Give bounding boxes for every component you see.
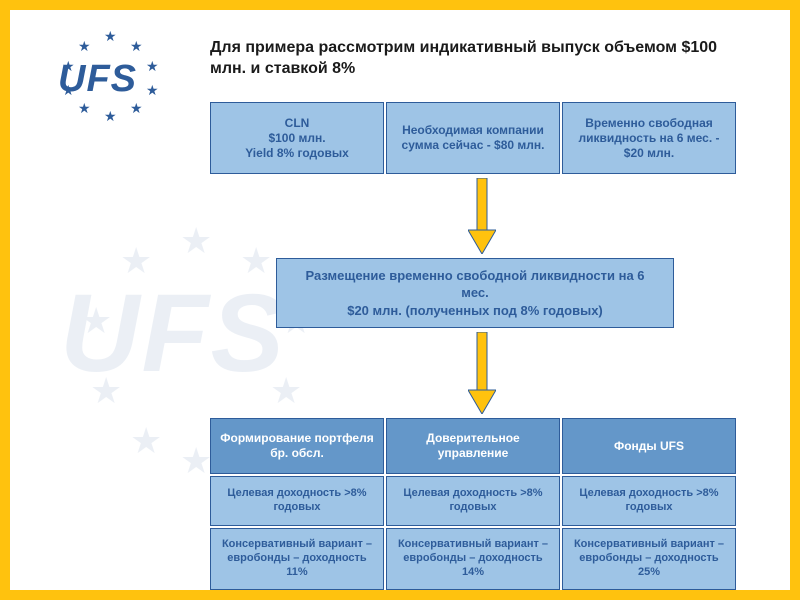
box-funds: Фонды UFS <box>562 418 736 474</box>
box-placement: Размещение временно свободной ликвидност… <box>276 258 674 328</box>
box-yield-2: Целевая доходность >8% годовых <box>386 476 560 526</box>
arrow-down-1 <box>468 178 496 254</box>
arrow-down-2 <box>468 332 496 414</box>
box-required-amount: Необходимая компании сумма сейчас - $80 … <box>386 102 560 174</box>
page: ★ ★ ★ ★ ★ ★ ★ ★ ★ ★ UFS ★ ★ ★ ★ ★ ★ ★ ★ … <box>10 10 790 590</box>
box-yield-3: Целевая доходность >8% годовых <box>562 476 736 526</box>
box-portfolio: Формирование портфеля бр. обсл. <box>210 418 384 474</box>
logo-text: UFS <box>58 58 137 101</box>
box-trust: Доверительное управление <box>386 418 560 474</box>
box-free-liquidity: Временно свободная ликвидность на 6 мес.… <box>562 102 736 174</box>
box-cln: CLN$100 млн.Yield 8% годовых <box>210 102 384 174</box>
box-cons-2: Консервативный вариант – евробонды – дох… <box>386 528 560 590</box>
box-yield-1: Целевая доходность >8% годовых <box>210 476 384 526</box>
row-options: Формирование портфеля бр. обсл. Доверите… <box>210 418 736 474</box>
ufs-logo: ★ ★ ★ ★ ★ ★ ★ ★ ★ ★ UFS <box>40 28 180 118</box>
page-title: Для примера рассмотрим индикативный выпу… <box>210 38 750 80</box>
row-yield: Целевая доходность >8% годовых Целевая д… <box>210 476 736 526</box>
row-conservative: Консервативный вариант – евробонды – дох… <box>210 528 736 590</box>
box-cons-3: Консервативный вариант – евробонды – дох… <box>562 528 736 590</box>
box-cons-1: Консервативный вариант – евробонды – дох… <box>210 528 384 590</box>
row-top: CLN$100 млн.Yield 8% годовых Необходимая… <box>210 102 736 174</box>
